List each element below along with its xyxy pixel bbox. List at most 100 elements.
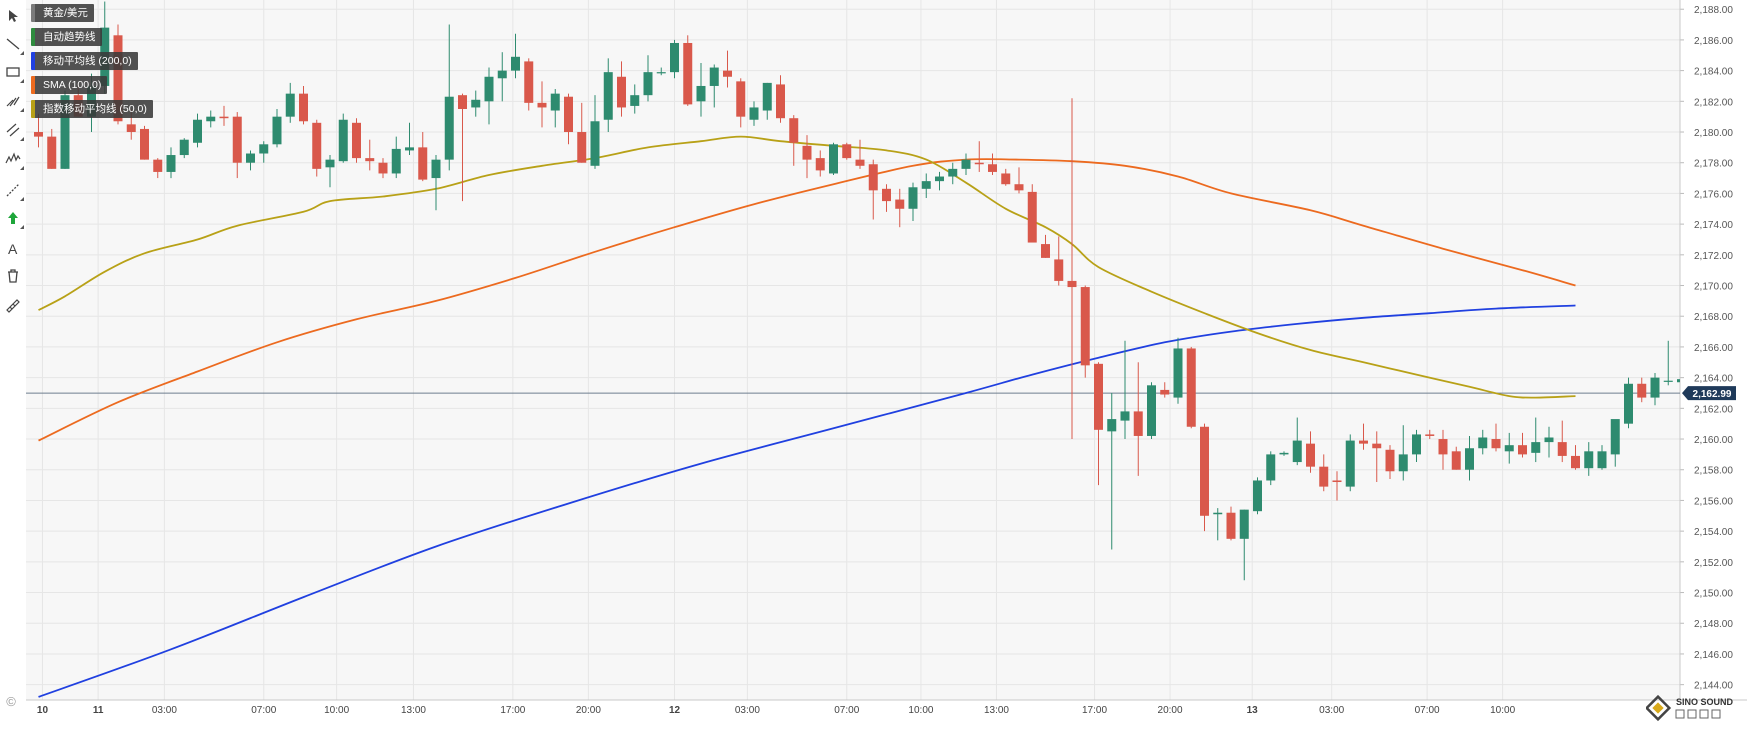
candle-up[interactable] — [1120, 340, 1130, 440]
candle-up[interactable] — [1292, 417, 1302, 466]
pattern-tool[interactable] — [0, 145, 26, 173]
candle-up[interactable] — [1279, 451, 1289, 456]
candle-down[interactable] — [1041, 234, 1050, 258]
text-tool[interactable]: A — [0, 234, 26, 262]
price-chart[interactable]: 2,144.00 2,146.00 2,148.00 2,150.00 2,152.00… — [26, 0, 1747, 729]
legend-auto-trend[interactable]: 自动趋势线 — [31, 28, 102, 46]
candle-down[interactable] — [1637, 377, 1647, 403]
candle-down[interactable] — [1080, 285, 1090, 378]
candle-down[interactable] — [1319, 454, 1329, 492]
submenu-indicator[interactable] — [20, 79, 24, 83]
candle-up[interactable] — [1107, 392, 1117, 550]
candle-up[interactable] — [1239, 509, 1249, 581]
candle-up[interactable] — [1663, 340, 1673, 386]
candle-up[interactable] — [935, 171, 944, 191]
candle-up[interactable] — [921, 173, 931, 199]
candle-down[interactable] — [855, 139, 865, 169]
candle-up[interactable] — [1544, 426, 1554, 458]
candle-down[interactable] — [1014, 167, 1024, 194]
candle-up[interactable] — [1465, 435, 1474, 481]
candle-down[interactable] — [1186, 346, 1196, 429]
candle-up[interactable] — [405, 122, 414, 156]
candle-up[interactable] — [1398, 425, 1408, 481]
candle-down[interactable] — [140, 125, 149, 160]
candle-down[interactable] — [1226, 506, 1236, 541]
legend-symbol[interactable]: 黄金/美元 — [31, 4, 94, 22]
candle-down[interactable] — [1027, 184, 1037, 243]
candle-down[interactable] — [1385, 445, 1395, 479]
candle-up[interactable] — [325, 155, 335, 188]
candle-up[interactable] — [391, 136, 401, 179]
current-price-tag[interactable]: 2,162.99 — [1682, 386, 1736, 401]
candle-down[interactable] — [683, 35, 693, 106]
candle-up[interactable] — [206, 110, 216, 128]
candle-down[interactable] — [617, 61, 626, 117]
candle-down[interactable] — [868, 159, 878, 220]
candle-up[interactable] — [193, 113, 202, 148]
candle-up[interactable] — [749, 101, 759, 126]
candle-up[interactable] — [643, 55, 653, 102]
candle-down[interactable] — [802, 135, 812, 179]
candle-down[interactable] — [524, 58, 534, 111]
candle-up[interactable] — [259, 141, 269, 163]
candle-up[interactable] — [1650, 373, 1660, 406]
ruler-tool[interactable] — [0, 292, 26, 320]
brush-tool[interactable] — [0, 87, 26, 115]
candle-down[interactable] — [842, 142, 852, 160]
candle-up[interactable] — [948, 162, 958, 185]
legend-sma100[interactable]: SMA (100,0) — [31, 76, 108, 94]
line-tool[interactable] — [0, 30, 26, 58]
candle-up[interactable] — [1478, 429, 1488, 455]
candle-down[interactable] — [153, 158, 163, 179]
candle-up[interactable] — [1624, 377, 1633, 429]
candle-down[interactable] — [352, 118, 361, 163]
candle-up[interactable] — [908, 182, 918, 222]
chart-area[interactable]: 2,144.00 2,146.00 2,148.00 2,150.00 2,152.00… — [26, 0, 1747, 729]
candle-down[interactable] — [1160, 382, 1170, 398]
candle-up[interactable] — [1213, 508, 1223, 541]
candle-down[interactable] — [988, 153, 997, 175]
candle-down[interactable] — [1518, 432, 1527, 458]
candle-up[interactable] — [511, 33, 520, 79]
candle-down[interactable] — [1306, 431, 1315, 473]
candle-up[interactable] — [1531, 417, 1541, 463]
candle-up[interactable] — [961, 153, 971, 175]
candle-down[interactable] — [882, 184, 891, 212]
candle-up[interactable] — [497, 52, 507, 102]
legend-ema50[interactable]: 指数移动平均线 (50,0) — [31, 100, 153, 118]
candle-up[interactable] — [696, 62, 706, 117]
candle-down[interactable] — [1451, 446, 1461, 470]
candle-down[interactable] — [1001, 168, 1011, 186]
submenu-indicator[interactable] — [20, 225, 24, 229]
plot-background[interactable] — [26, 0, 1680, 700]
candle-down[interactable] — [1438, 429, 1448, 470]
candle-up[interactable] — [590, 95, 600, 169]
submenu-indicator[interactable] — [20, 108, 24, 112]
candle-down[interactable] — [1054, 236, 1064, 286]
candle-down[interactable] — [1557, 420, 1567, 463]
candle-down[interactable] — [34, 113, 43, 148]
candle-up[interactable] — [1345, 434, 1355, 492]
candle-down[interactable] — [1491, 423, 1501, 452]
candle-up[interactable] — [829, 142, 838, 175]
candle-up[interactable] — [1412, 429, 1421, 463]
candle-up[interactable] — [338, 113, 348, 163]
candle-up[interactable] — [431, 155, 441, 211]
candle-down[interactable] — [1133, 362, 1143, 476]
candle-down[interactable] — [776, 75, 785, 123]
candle-up[interactable] — [550, 89, 560, 128]
legend-ma200[interactable]: 移动平均线 (200,0) — [31, 52, 138, 70]
submenu-indicator[interactable] — [20, 166, 24, 170]
submenu-indicator[interactable] — [20, 137, 24, 141]
candle-down[interactable] — [1067, 98, 1077, 440]
candle-down[interactable] — [219, 105, 229, 126]
trend-arrow-tool[interactable] — [0, 176, 26, 204]
candle-up[interactable] — [670, 39, 679, 79]
candle-down[interactable] — [1425, 429, 1435, 440]
submenu-indicator[interactable] — [20, 51, 24, 55]
trash-tool[interactable] — [0, 262, 26, 290]
candle-down[interactable] — [736, 78, 746, 128]
submenu-indicator[interactable] — [20, 197, 24, 201]
candle-down[interactable] — [458, 93, 467, 202]
candle-up[interactable] — [484, 67, 494, 125]
